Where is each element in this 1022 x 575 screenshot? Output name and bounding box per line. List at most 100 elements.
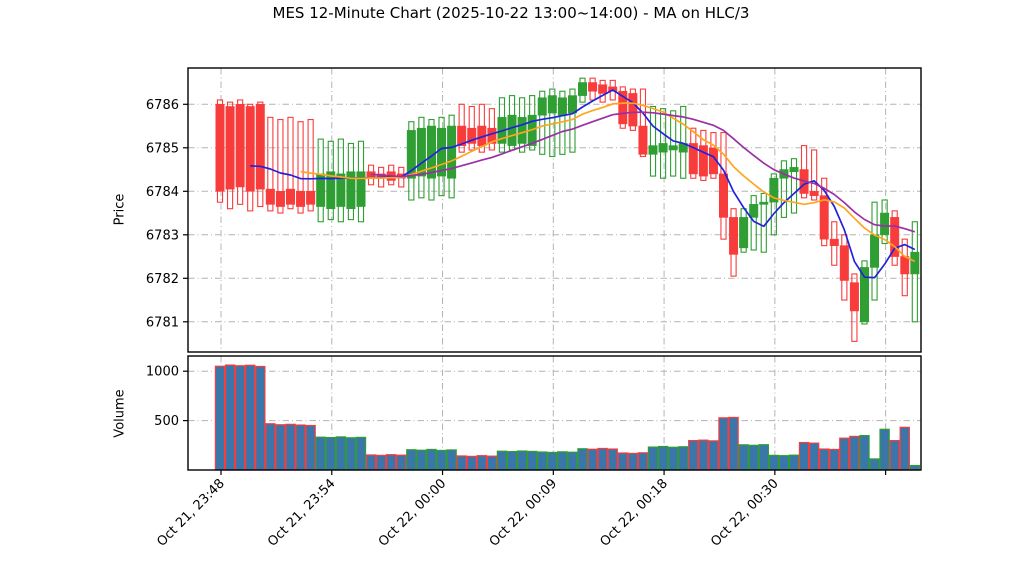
volume-bar [839,437,850,471]
volume-bar [778,455,790,471]
candle-body [890,217,900,257]
volume-bar [808,442,820,471]
volume-bar [788,454,800,471]
candle-body [769,177,779,203]
candle-body [598,84,608,94]
volume-bar [738,444,749,471]
volume-bar [899,426,910,471]
candle-body [819,195,829,240]
candle-body [447,125,457,179]
volume-bar [375,454,387,471]
volume-bar [728,416,739,471]
candle-body [567,95,577,114]
volume-bar [547,451,558,471]
candle-body [618,90,628,125]
volume-bar [889,439,900,471]
volume-bar [617,452,629,471]
volume-bar [335,436,347,471]
candle-body [255,104,265,190]
volume-bar [859,435,870,471]
volume-bar [275,424,286,471]
volume-bar [456,455,467,471]
candle-range [770,173,777,236]
volume-bar [567,451,578,471]
volume-panel-border [187,355,922,471]
volume-bar [315,436,326,471]
candle-body [910,251,920,275]
volume-bar [818,448,830,471]
volume-bar [234,365,246,471]
candle-body [235,104,245,188]
volume-bar [416,449,427,471]
candle-body [306,191,316,205]
volume-bar [245,364,256,471]
candle-range [790,158,798,214]
volume-bar [516,450,528,471]
candle-range [297,121,304,214]
candle-body [437,127,447,177]
candle-body [789,167,799,173]
volume-bar [224,364,236,471]
candle-body [849,282,859,312]
x-tick-label: Oct 22, 00:00 [376,476,449,549]
candle-range [780,160,788,218]
volume-tick-label: 1000 [146,365,179,380]
volume-bar [486,455,498,471]
candle-body [245,106,255,192]
price-tick-label: 6783 [146,228,179,243]
candle-body [285,188,295,205]
volume-bar [849,435,860,471]
price-tick-label: 6784 [146,185,179,200]
x-tick-label: Oct 22, 00:09 [487,476,560,549]
volume-bar [748,444,759,471]
volume-bar [597,447,608,471]
candle-range [670,110,677,177]
candle-body [547,95,557,114]
volume-bar [526,450,538,471]
price-tick-label: 6786 [146,98,179,113]
price-tick-label: 6782 [146,272,179,287]
volume-bar [446,449,457,471]
candle-range [267,116,274,212]
volume-bar [678,446,689,471]
candle-body [467,127,477,144]
volume-bar [406,449,417,471]
candle-body [517,117,527,144]
volume-bar [708,440,719,471]
volume-bar [718,417,729,471]
volume-bar [829,448,840,471]
volume-bar [879,428,890,471]
candle-body [336,173,346,207]
candle-body [698,145,708,177]
volume-bar [627,452,639,471]
candle-body [557,97,567,116]
candle-body [880,212,890,236]
price-panel-border [187,67,922,353]
candle-body [406,130,416,179]
volume-bar [396,454,407,471]
candle-body [870,234,880,268]
candle-body [457,125,467,146]
volume-bar [285,423,296,471]
price-tick-label: 6781 [146,315,179,330]
candle-body [346,171,356,210]
x-tick-label: Oct 21, 23:54 [265,476,338,549]
x-tick-label: Oct 22, 00:18 [597,476,670,549]
candle-range [539,90,546,155]
volume-bar [255,365,266,471]
candle-body [809,191,819,196]
volume-bar [426,448,437,471]
price-tick-label: 6785 [146,141,179,156]
ma-slow-line [371,111,916,233]
volume-bar [798,441,810,471]
candle-body [296,191,306,207]
candle-body [859,267,869,323]
candle-body [638,125,648,155]
candle-body [608,86,618,92]
volume-bar [758,444,769,471]
volume-bar [637,452,649,471]
volume-bar [557,451,568,471]
volume-bar [214,365,226,471]
volume-bar [607,448,618,471]
